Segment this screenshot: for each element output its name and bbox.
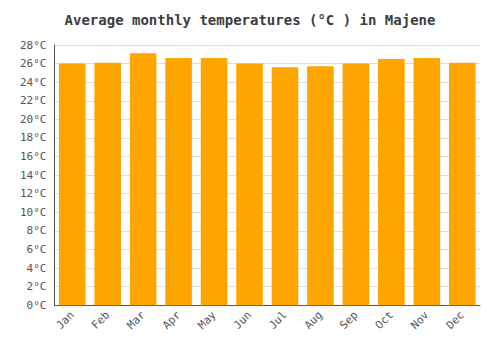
svg-text:Dec: Dec [444, 309, 467, 332]
svg-text:12°C: 12°C [20, 187, 47, 200]
svg-text:8°C: 8°C [27, 224, 47, 237]
svg-text:Jan: Jan [54, 309, 77, 332]
svg-text:6°C: 6°C [27, 243, 47, 256]
svg-text:16°C: 16°C [20, 150, 47, 163]
svg-text:10°C: 10°C [20, 206, 47, 219]
svg-text:20°C: 20°C [20, 113, 47, 126]
svg-text:4°C: 4°C [27, 262, 47, 275]
svg-text:24°C: 24°C [20, 76, 47, 89]
svg-text:22°C: 22°C [20, 94, 47, 107]
svg-text:0°C: 0°C [27, 299, 47, 312]
svg-text:Feb: Feb [89, 309, 112, 332]
svg-text:May: May [195, 308, 218, 331]
svg-text:Aug: Aug [302, 309, 325, 332]
svg-text:26°C: 26°C [20, 57, 47, 70]
svg-text:2°C: 2°C [27, 280, 47, 293]
svg-text:14°C: 14°C [20, 169, 47, 182]
svg-text:18°C: 18°C [20, 131, 47, 144]
svg-text:Sep: Sep [337, 309, 360, 332]
svg-text:Jul: Jul [266, 309, 289, 332]
svg-text:28°C: 28°C [20, 39, 47, 52]
svg-text:Nov: Nov [408, 308, 431, 331]
svg-text:Jun: Jun [231, 309, 254, 332]
svg-text:Apr: Apr [160, 308, 183, 331]
svg-text:Mar: Mar [125, 308, 148, 331]
svg-text:Oct: Oct [373, 309, 396, 332]
svg-text:Average monthly temperatures (: Average monthly temperatures (°C ) in Ma… [65, 12, 436, 28]
